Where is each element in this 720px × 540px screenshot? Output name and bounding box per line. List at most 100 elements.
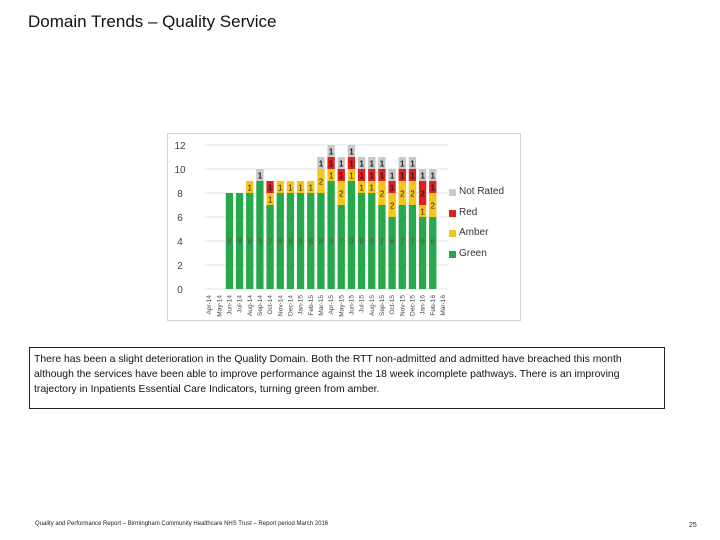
page-title: Domain Trends – Quality Service bbox=[28, 12, 277, 31]
data-label-amber: 1 bbox=[268, 196, 273, 205]
bar-red bbox=[357, 169, 366, 181]
data-label-not_rated: 1 bbox=[258, 172, 263, 181]
bar-red bbox=[368, 169, 376, 181]
legend-swatch bbox=[449, 250, 456, 258]
data-label-amber: 1 bbox=[309, 184, 314, 193]
bar-green bbox=[388, 217, 396, 289]
data-label-amber: 1 bbox=[370, 184, 375, 193]
bar-not_rated bbox=[418, 169, 427, 181]
data-label-amber: 1 bbox=[359, 184, 364, 193]
x-tick-label: Feb-16 bbox=[430, 295, 437, 316]
data-label-amber: 1 bbox=[248, 184, 253, 193]
data-label-amber: 1 bbox=[298, 184, 303, 193]
chart-container: 0 2 4 6 8 10 12 Apr-14 May-14 8 Jun-14 8 Jul-14 8 1 Aug… bbox=[167, 133, 521, 321]
x-tick-label: Jul-15 bbox=[359, 295, 366, 313]
bar-amber bbox=[286, 181, 295, 193]
data-label-red: 1 bbox=[329, 160, 334, 169]
data-label-amber: 1 bbox=[420, 208, 425, 217]
bar-amber bbox=[408, 181, 417, 205]
bar-green bbox=[408, 205, 417, 289]
x-tick-label: Jan-15 bbox=[298, 295, 305, 315]
x-tick-label: Jun-15 bbox=[348, 295, 355, 315]
legend-label: Red bbox=[459, 206, 478, 218]
bar-not_rated bbox=[256, 169, 264, 181]
data-label-green: 8 bbox=[278, 237, 283, 246]
data-label-red: 1 bbox=[339, 172, 344, 181]
data-label-amber: 2 bbox=[319, 178, 324, 187]
data-label-amber: 2 bbox=[380, 190, 385, 199]
legend-swatch bbox=[449, 209, 456, 217]
bar-amber bbox=[398, 181, 406, 205]
data-label-red: 1 bbox=[370, 172, 375, 181]
bar-green bbox=[286, 193, 295, 289]
legend-swatch bbox=[449, 230, 456, 237]
data-label-red: 1 bbox=[380, 172, 385, 181]
bar-amber bbox=[378, 181, 386, 205]
bar-not_rated bbox=[368, 157, 376, 169]
data-label-amber: 2 bbox=[390, 202, 395, 211]
bar-red bbox=[266, 181, 274, 193]
x-tick-label: Mar-16 bbox=[440, 295, 447, 316]
bar-red bbox=[388, 181, 396, 193]
bar-green bbox=[418, 217, 427, 289]
bar-not_rated bbox=[378, 157, 386, 169]
data-label-green: 8 bbox=[298, 237, 303, 246]
data-label-not_rated: 1 bbox=[349, 148, 354, 157]
data-label-green: 8 bbox=[359, 237, 364, 246]
footer-text: Quality and Performance Report – Birming… bbox=[35, 521, 329, 527]
data-label-not_rated: 1 bbox=[390, 172, 395, 181]
x-tick-label: May-15 bbox=[338, 295, 345, 317]
data-label-red: 2 bbox=[420, 190, 425, 199]
bar-amber bbox=[296, 181, 305, 193]
x-tick-label: May-14 bbox=[216, 295, 223, 317]
data-label-amber: 1 bbox=[288, 184, 293, 193]
data-label-green: 8 bbox=[288, 237, 293, 246]
bar-not_rated bbox=[347, 145, 356, 157]
data-label-not_rated: 1 bbox=[410, 160, 415, 169]
bar-red bbox=[408, 169, 417, 181]
x-tick-label: Aug-15 bbox=[369, 295, 376, 316]
bar-amber bbox=[337, 181, 345, 205]
bar-amber bbox=[317, 169, 325, 193]
bar-green bbox=[225, 193, 234, 289]
data-label-green: 8 bbox=[248, 237, 253, 246]
data-label-not_rated: 1 bbox=[359, 160, 364, 169]
data-label-green: 8 bbox=[237, 237, 242, 246]
y-tick-label: 4 bbox=[177, 237, 183, 248]
bar-red bbox=[418, 181, 427, 205]
legend-label: Not Rated bbox=[459, 186, 505, 197]
bar-green bbox=[276, 193, 284, 289]
bar-not_rated bbox=[398, 157, 406, 169]
x-tick-label: Sep-15 bbox=[379, 295, 386, 316]
bar-amber bbox=[246, 181, 254, 193]
bar-amber bbox=[418, 205, 427, 217]
data-label-green: 7 bbox=[380, 237, 385, 246]
legend-swatch bbox=[449, 189, 456, 196]
data-label-red: 1 bbox=[359, 172, 364, 181]
y-tick-label: 2 bbox=[177, 261, 183, 272]
data-label-not_rated: 1 bbox=[420, 172, 425, 181]
bar-green bbox=[429, 217, 437, 289]
data-label-green: 7 bbox=[410, 237, 415, 246]
bar-not_rated bbox=[337, 157, 345, 169]
data-label-not_rated: 1 bbox=[319, 160, 324, 169]
x-tick-label: Jan-16 bbox=[420, 295, 427, 315]
data-label-amber: 1 bbox=[349, 172, 354, 181]
x-tick-label: Feb-15 bbox=[308, 295, 315, 316]
bar-amber bbox=[388, 193, 396, 217]
bar-not_rated bbox=[408, 157, 417, 169]
bar-red bbox=[398, 169, 406, 181]
data-label-green: 9 bbox=[258, 237, 263, 246]
data-label-green: 9 bbox=[329, 237, 334, 246]
data-label-amber: 2 bbox=[339, 190, 344, 199]
x-tick-label: Oct-15 bbox=[389, 295, 396, 315]
data-label-not_rated: 1 bbox=[400, 160, 405, 169]
x-tick-label: Jun-14 bbox=[226, 295, 233, 315]
bar-red bbox=[327, 157, 335, 169]
data-label-green: 8 bbox=[309, 237, 314, 246]
data-label-not_rated: 1 bbox=[339, 160, 344, 169]
page-number: 25 bbox=[689, 522, 697, 529]
bar-green bbox=[235, 193, 244, 289]
data-label-green: 6 bbox=[390, 237, 395, 246]
